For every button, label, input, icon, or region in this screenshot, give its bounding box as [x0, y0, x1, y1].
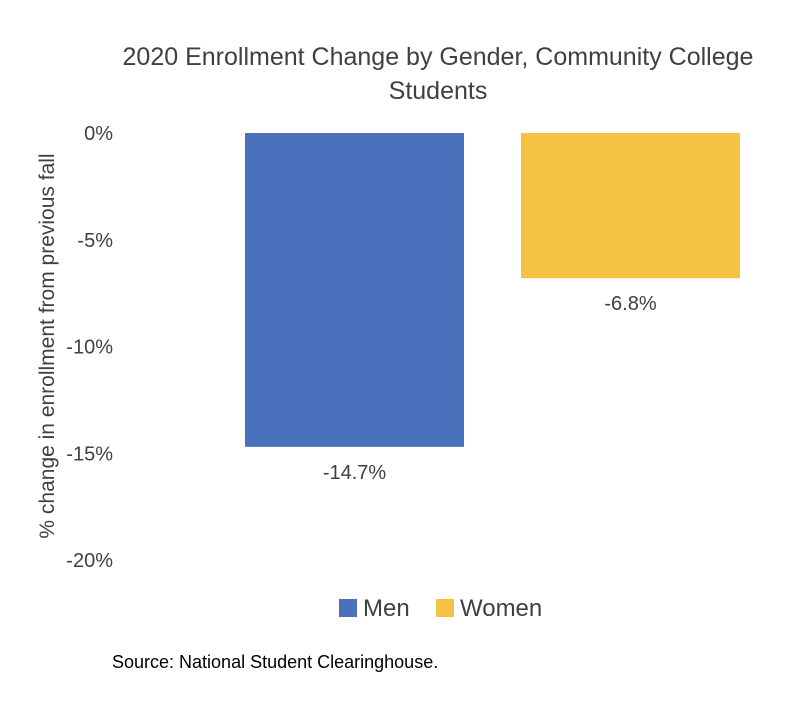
- data-label-women: -6.8%: [604, 293, 656, 315]
- y-axis-label: % change in enrollment from previous fal…: [36, 153, 59, 538]
- y-tick-label: -10%: [66, 337, 113, 359]
- source-note: Source: National Student Clearinghouse.: [112, 652, 439, 672]
- legend-swatch-women: [436, 599, 454, 617]
- legend: Men Women: [339, 595, 542, 622]
- data-labels: -14.7% -6.8%: [323, 293, 657, 484]
- y-tick-label: -5%: [77, 230, 113, 252]
- y-tick-label: -15%: [66, 443, 113, 465]
- data-label-men: -14.7%: [323, 462, 387, 484]
- legend-label-men: Men: [363, 595, 410, 622]
- chart-title-line-1: 2020 Enrollment Change by Gender, Commun…: [123, 43, 754, 71]
- y-axis-ticks: 0% -5% -10% -15% -20%: [66, 123, 113, 572]
- y-tick-label: -20%: [66, 550, 113, 572]
- y-tick-label: 0%: [84, 123, 113, 145]
- y-axis-label-group: % change in enrollment from previous fal…: [36, 153, 59, 538]
- bar-men: [245, 133, 464, 447]
- bars: [245, 133, 740, 447]
- legend-label-women: Women: [460, 595, 542, 622]
- bar-women: [521, 133, 740, 279]
- legend-swatch-men: [339, 599, 357, 617]
- chart-title: 2020 Enrollment Change by Gender, Commun…: [123, 43, 754, 105]
- chart-title-line-2: Students: [389, 77, 488, 105]
